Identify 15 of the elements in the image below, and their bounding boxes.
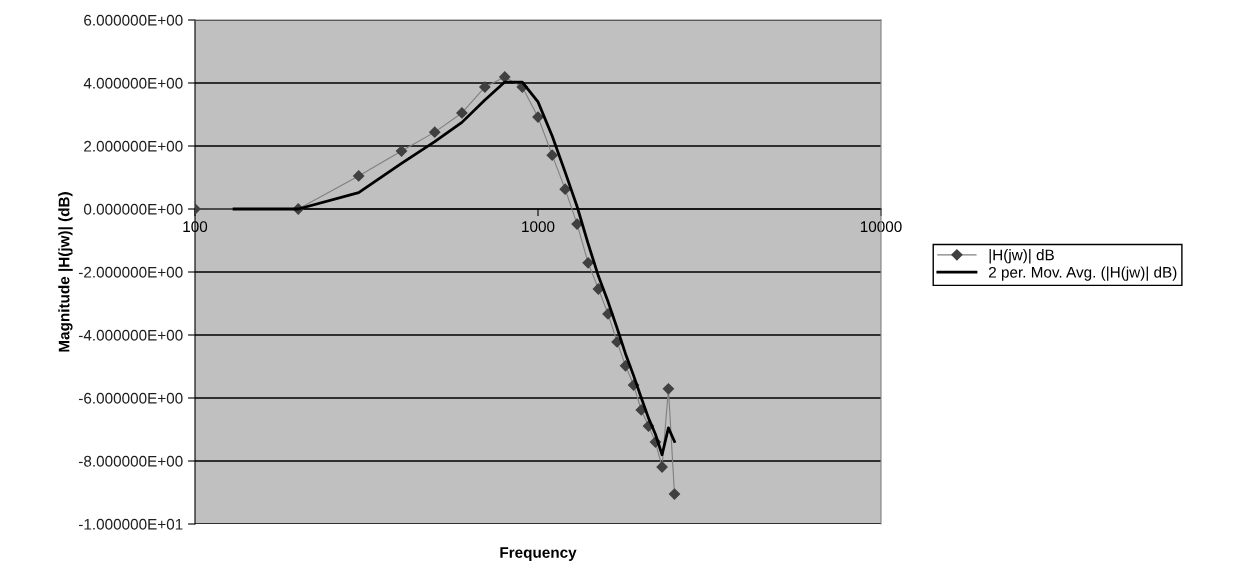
y-tick-label: -4.000000E+00 — [78, 329, 183, 341]
y-tick-label: 4.000000E+00 — [83, 77, 183, 89]
legend-label: 2 per. Mov. Avg. (|H(jw)| dB) — [989, 266, 1177, 281]
y-tick-label: 6.000000E+00 — [84, 14, 183, 26]
x-tick-label: 10000 — [860, 221, 902, 233]
y-tick-label: 0.000000E+00 — [83, 203, 183, 215]
y-tick-label: -1.000000E+01 — [78, 518, 183, 530]
y-axis-title: Magnitude |H(jw)| (dB) — [58, 192, 73, 352]
y-tick-label: -2.000000E+00 — [78, 266, 183, 278]
y-tick-label: -6.000000E+00 — [78, 392, 183, 404]
y-tick-label: 2.000000E+00 — [84, 140, 183, 152]
legend-label: |H(jw)| dB — [989, 249, 1054, 264]
y-tick-label: -8.000000E+00 — [78, 455, 183, 467]
x-axis-title: Frequency — [500, 547, 577, 561]
x-tick-label: 1000 — [522, 221, 555, 233]
